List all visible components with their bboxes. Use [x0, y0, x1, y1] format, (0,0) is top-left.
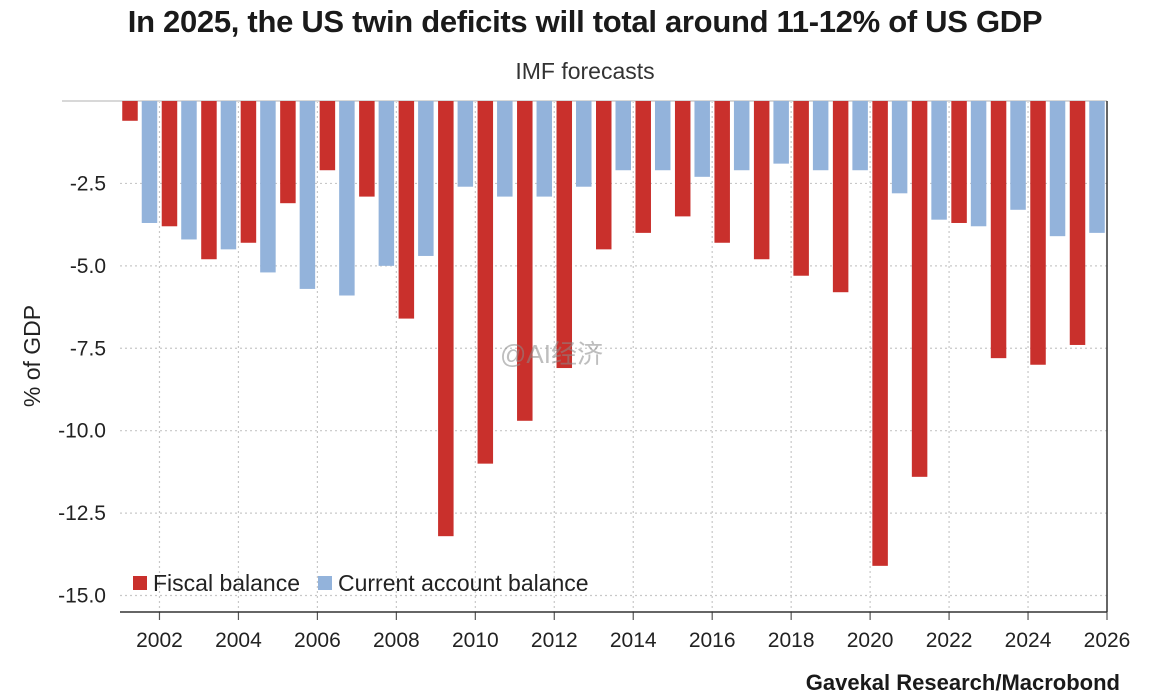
- y-tick-label: -7.5: [70, 337, 106, 360]
- x-tick-label: 2008: [373, 629, 420, 652]
- fiscal-balance-bar: [398, 101, 415, 319]
- current-account-bar: [418, 101, 434, 256]
- legend-label-current-account: Current account balance: [338, 570, 589, 596]
- fiscal-balance-bar: [1030, 101, 1046, 365]
- current-account-bar: [141, 101, 158, 223]
- y-tick-label: -15.0: [58, 585, 106, 608]
- chart-subtitle: IMF forecasts: [515, 58, 655, 84]
- legend-swatch-current-account: [318, 576, 332, 590]
- x-tick-label: 2006: [294, 629, 341, 652]
- x-tick-label: 2014: [610, 629, 657, 652]
- legend-swatch-fiscal: [133, 576, 147, 590]
- current-account-bar: [970, 101, 987, 227]
- y-tick-label: -5.0: [70, 255, 106, 278]
- current-account-bar: [852, 101, 868, 171]
- y-tick-label: -2.5: [70, 172, 106, 195]
- x-tick-label: 2018: [768, 629, 815, 652]
- y-tick-label: -12.5: [58, 502, 106, 525]
- fiscal-balance-bar: [753, 101, 770, 260]
- current-account-bar: [1089, 101, 1105, 233]
- current-account-bar: [615, 101, 631, 171]
- fiscal-balance-bar: [990, 101, 1007, 359]
- x-tick-label: 2002: [136, 629, 183, 652]
- x-tick-label: 2010: [452, 629, 499, 652]
- x-tick-label: 2024: [1005, 629, 1052, 652]
- y-tick-label: -10.0: [58, 420, 106, 443]
- fiscal-balance-bar: [319, 101, 336, 171]
- fiscal-balance-bar: [674, 101, 691, 217]
- current-account-bar: [812, 101, 829, 171]
- current-account-bar: [378, 101, 395, 266]
- current-account-bar: [299, 101, 316, 289]
- watermark: @AI经济: [500, 339, 603, 369]
- fiscal-balance-bar: [714, 101, 730, 243]
- legend-label-fiscal: Fiscal balance: [153, 570, 300, 596]
- current-account-bar: [497, 101, 513, 197]
- current-account-bar: [220, 101, 237, 250]
- x-tick-label: 2020: [847, 629, 894, 652]
- fiscal-balance-bar: [635, 101, 651, 233]
- fiscal-balance-bar: [832, 101, 849, 293]
- fiscal-balance-bar: [280, 101, 296, 204]
- current-account-bar: [1049, 101, 1066, 237]
- fiscal-balance-bar: [122, 101, 138, 121]
- fiscal-balance-bar: [438, 101, 454, 537]
- current-account-bar: [339, 101, 355, 296]
- x-tick-label: 2004: [215, 629, 262, 652]
- x-tick-label: 2022: [926, 629, 973, 652]
- fiscal-balance-bar: [201, 101, 217, 260]
- current-account-bar: [576, 101, 592, 187]
- x-tick-label: 2012: [531, 629, 578, 652]
- current-account-bar: [1010, 101, 1026, 210]
- current-account-bar: [931, 101, 947, 220]
- x-tick-label: 2026: [1084, 629, 1131, 652]
- fiscal-balance-bar: [596, 101, 612, 250]
- fiscal-balance-bar: [240, 101, 257, 243]
- current-account-bar: [181, 101, 197, 240]
- fiscal-balance-bar: [517, 101, 533, 421]
- chart-title: In 2025, the US twin deficits will total…: [127, 4, 1043, 39]
- fiscal-balance-bar: [872, 101, 888, 566]
- fiscal-balance-bar: [1069, 101, 1086, 345]
- fiscal-balance-bar: [911, 101, 928, 477]
- current-account-bar: [457, 101, 474, 187]
- fiscal-balance-bar: [951, 101, 967, 223]
- fiscal-balance-bar: [477, 101, 494, 464]
- current-account-bar: [260, 101, 276, 273]
- current-account-bar: [891, 101, 908, 194]
- y-axis-label: % of GDP: [19, 305, 45, 407]
- current-account-bar: [536, 101, 553, 197]
- fiscal-balance-bar: [556, 101, 573, 369]
- fiscal-balance-bar: [161, 101, 178, 227]
- current-account-bar: [654, 101, 671, 171]
- current-account-bar: [773, 101, 789, 164]
- source-credit: Gavekal Research/Macrobond: [805, 670, 1120, 695]
- x-tick-label: 2016: [689, 629, 736, 652]
- fiscal-balance-bar: [793, 101, 809, 276]
- current-account-bar: [694, 101, 710, 177]
- current-account-bar: [733, 101, 750, 171]
- fiscal-balance-bar: [359, 101, 375, 197]
